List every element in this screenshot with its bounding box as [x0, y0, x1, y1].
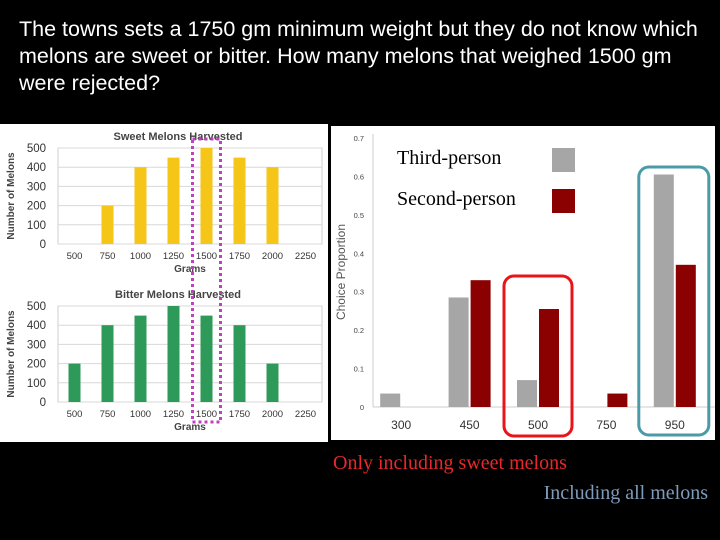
sweet-bar-1250 [167, 157, 180, 244]
sweet-xtick: 750 [100, 251, 116, 262]
sweet-xtick: 1000 [130, 251, 151, 262]
choice-ytick: 0.1 [354, 365, 364, 374]
sweet-xtick: 1750 [229, 251, 250, 262]
bitter-xtick: 1250 [163, 409, 184, 420]
bitter-xtick: 500 [67, 409, 83, 420]
third-person-bar-950 [653, 174, 674, 407]
bitter-ylabel: Number of Melons [6, 310, 17, 398]
choice-xtick: 450 [460, 418, 480, 432]
bitter-bar-1000 [134, 315, 147, 402]
sweet-title: Sweet Melons Harvested [114, 131, 243, 143]
sweet-xtick: 500 [67, 251, 83, 262]
choice-ytick: 0.3 [354, 288, 364, 297]
third-person-bar-300 [380, 393, 401, 407]
choice-xtick: 750 [596, 418, 616, 432]
sweet-ytick: 500 [27, 143, 46, 155]
sweet-ytick: 200 [27, 201, 46, 213]
choice-xtick: 950 [665, 418, 685, 432]
second-person-bar-450 [470, 280, 491, 407]
choice-proportion-panel: 0 0.1 0.2 0.3 0.4 0.5 0.6 0.7 Choice Proportion 3… [331, 126, 715, 440]
caption-all-melons: Including all melons [543, 482, 708, 504]
choice-ylabel: Choice Proportion [334, 224, 348, 320]
bitter-bar-1250 [167, 306, 180, 402]
bitter-bar-1750 [233, 325, 246, 402]
bitter-xtick: 2250 [295, 409, 316, 420]
choice-xtick: 300 [391, 418, 411, 432]
bitter-bar-1500 [200, 315, 213, 402]
second-person-bar-500 [539, 309, 559, 407]
question-text: The towns sets a 1750 gm minimum weight … [19, 17, 698, 95]
sweet-ytick: 400 [27, 162, 46, 174]
legend-swatch-second-person [552, 189, 575, 213]
bitter-bar-2000 [266, 363, 279, 402]
sweet-ytick: 100 [27, 220, 46, 232]
bitter-xtick: 1500 [196, 409, 217, 420]
bitter-xtick: 1750 [229, 409, 250, 420]
bitter-ytick: 0 [40, 397, 46, 409]
bitter-title: Bitter Melons Harvested [115, 289, 241, 301]
melon-histograms-panel: 0 100 200 300 400 500 500 750 1000 1250 1500 1750 20… [0, 124, 328, 442]
sweet-bar-2000 [266, 167, 279, 244]
choice-ytick: 0.7 [354, 134, 364, 143]
sweet-xtick: 1500 [196, 251, 217, 262]
sweet-xtick: 1250 [163, 251, 184, 262]
legend-label-second-person: Second-person [397, 188, 516, 210]
bitter-bar-750 [101, 325, 114, 402]
sweet-ytick: 0 [40, 239, 46, 251]
sweet-bar-1000 [134, 167, 147, 244]
bitter-ytick: 100 [27, 378, 46, 390]
sweet-plot-frame [57, 147, 323, 245]
bitter-bar-500 [68, 363, 81, 402]
choice-ytick: 0.6 [354, 172, 364, 181]
bitter-xtick: 2000 [262, 409, 283, 420]
sweet-ylabel: Number of Melons [6, 152, 17, 240]
highlight-1500-dotted-box [191, 137, 222, 424]
second-person-bar-750 [607, 393, 628, 407]
choice-ytick: 0.2 [354, 326, 364, 335]
sweet-xtick: 2000 [262, 251, 283, 262]
choice-xtick: 500 [528, 418, 548, 432]
choice-ytick: 0.4 [354, 249, 364, 258]
bitter-xlabel: Grams [174, 422, 206, 433]
legend-swatch-third-person [552, 148, 575, 172]
choice-ytick: 0 [360, 403, 364, 412]
choice-proportion-chart: 0 0.1 0.2 0.3 0.4 0.5 0.6 0.7 Choice Proportion 3… [334, 134, 715, 438]
bitter-xtick: 750 [100, 409, 116, 420]
third-person-bar-500 [517, 380, 537, 407]
bitter-ytick: 300 [27, 339, 46, 351]
sweet-bar-1500 [200, 148, 213, 244]
legend-label-third-person: Third-person [397, 147, 501, 169]
sweet-ytick: 300 [27, 181, 46, 193]
sweet-xlabel: Grams [174, 264, 206, 275]
bitter-xtick: 1000 [130, 409, 151, 420]
sweet-bar-1750 [233, 157, 246, 244]
sweet-xtick: 2250 [295, 251, 316, 262]
sweet-bar-750 [101, 205, 114, 244]
bitter-plot-frame [57, 305, 323, 403]
bitter-ytick: 400 [27, 320, 46, 332]
bitter-ytick: 500 [27, 301, 46, 313]
third-person-bar-450 [448, 297, 469, 407]
choice-ytick: 0.5 [354, 211, 364, 220]
highlight-950-teal-box [637, 165, 711, 437]
caption-sweet-only: Only including sweet melons [333, 452, 567, 474]
bitter-ytick: 200 [27, 359, 46, 371]
highlight-500-red-box [502, 274, 574, 438]
second-person-bar-950 [675, 264, 696, 407]
